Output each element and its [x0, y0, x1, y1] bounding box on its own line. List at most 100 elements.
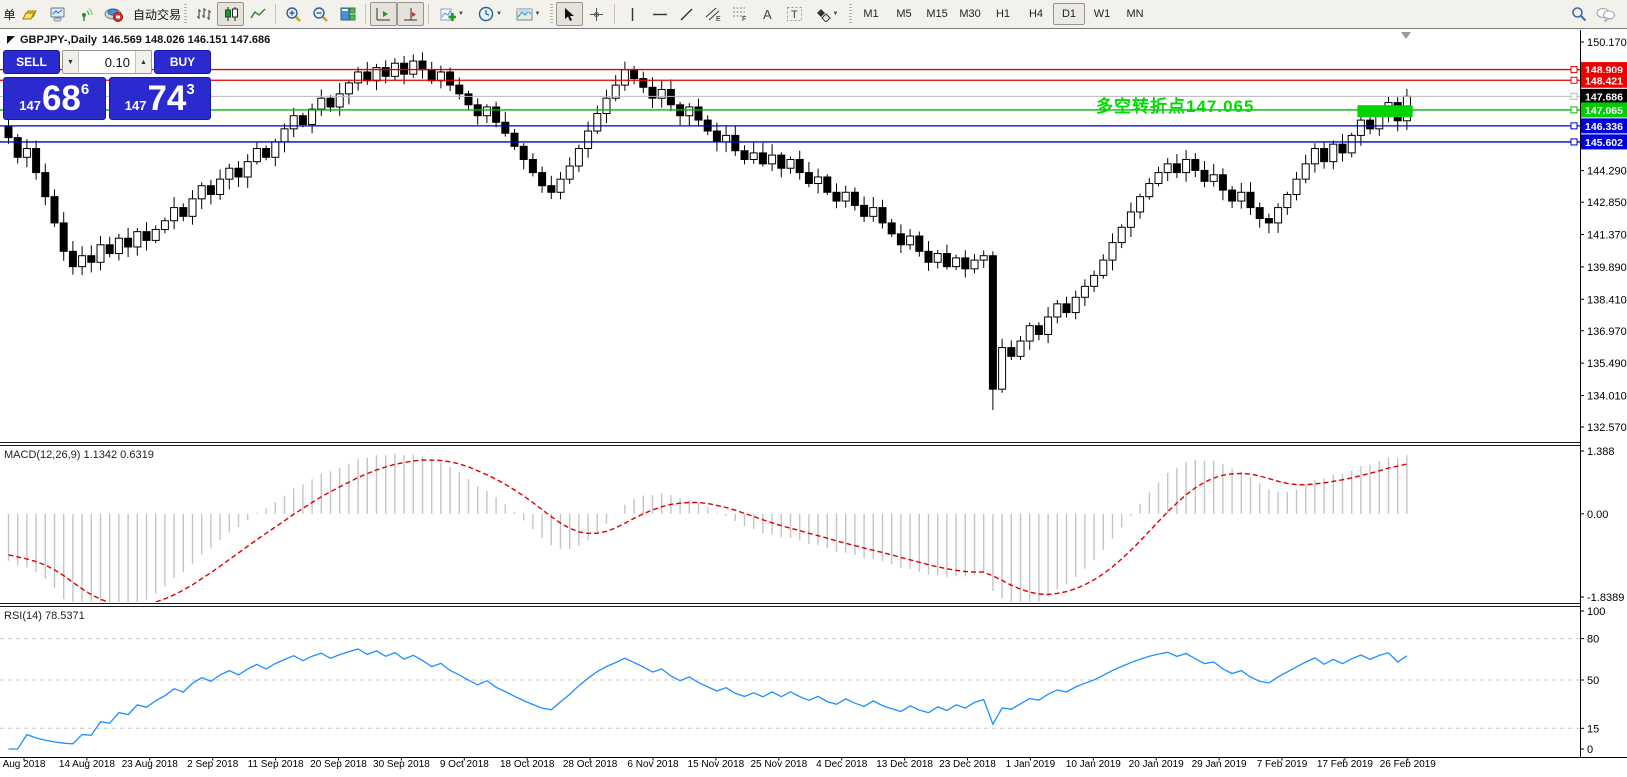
main-toolbar: 单 自动交易 ▼ ▼ ▼ E F A T ▼ M1 M5 M15 M30 H1 H4 D1 W…: [0, 0, 1627, 29]
toolbar-grip: [849, 4, 853, 24]
toolbar-separator: [275, 4, 277, 24]
date-label: 4 Dec 2018: [816, 759, 868, 770]
auto-scroll-button[interactable]: [370, 2, 398, 26]
zoom-in-button[interactable]: [280, 2, 307, 26]
level-anchor[interactable]: [1570, 122, 1578, 130]
auto-trading-button[interactable]: [98, 2, 130, 26]
text-icon: A: [763, 7, 772, 22]
date-label: 20 Jan 2019: [1129, 759, 1184, 770]
date-label: 15 Nov 2018: [688, 759, 745, 770]
buy-price-prefix: 147: [124, 98, 147, 113]
toolbar-grip: [550, 4, 554, 24]
tile-windows-button[interactable]: [334, 2, 361, 26]
timeframe-m5[interactable]: M5: [896, 8, 912, 20]
level-anchor[interactable]: [1570, 66, 1578, 74]
sell-price-quote[interactable]: 147 68 6: [3, 77, 106, 120]
chat-button[interactable]: [1592, 2, 1619, 26]
dropdown-arrow-icon: ▼: [832, 11, 839, 17]
date-label: 13 Dec 2018: [876, 759, 933, 770]
chart-shift-button[interactable]: [397, 2, 425, 26]
signal-button[interactable]: [71, 2, 98, 26]
text-label-button[interactable]: T: [781, 2, 808, 26]
level-anchor[interactable]: [1570, 92, 1578, 100]
auto-trading-label: 自动交易: [133, 7, 182, 22]
dropdown-arrow-icon: ▼: [534, 11, 541, 17]
new-order-button[interactable]: 单: [2, 2, 17, 26]
equidistant-channel-button[interactable]: E: [700, 2, 727, 26]
date-axis[interactable]: Aug 2018 14 Aug 2018 23 Aug 2018 2 Sep 2018…: [3, 757, 1437, 771]
chart-shift-icon: [404, 7, 418, 20]
pivot-annotation[interactable]: 多空转折点147.065: [1096, 97, 1255, 116]
horizontal-line-button[interactable]: [646, 2, 673, 26]
svg-text:0: 0: [1587, 744, 1593, 756]
timeframe-mn[interactable]: MN: [1126, 8, 1144, 20]
trendline-button[interactable]: [673, 2, 700, 26]
timeframe-bar: M1 M5 M15 M30 H1 H4 D1 W1 MN: [855, 3, 1151, 25]
timeframe-d1[interactable]: D1: [1053, 3, 1086, 25]
level-anchor[interactable]: [1570, 106, 1578, 114]
timeframe-w1[interactable]: W1: [1093, 8, 1111, 20]
timeframe-h1[interactable]: H1: [995, 8, 1011, 20]
svg-text:145.602: 145.602: [1585, 137, 1623, 149]
buy-price-main: 74: [147, 79, 187, 118]
horizontal-line-icon: [652, 13, 667, 15]
buy-price-quote[interactable]: 147 74 3: [108, 77, 211, 120]
volume-increase-button[interactable]: ▲: [135, 51, 151, 73]
volume-input[interactable]: [79, 51, 135, 73]
green-zone-rect[interactable]: [1357, 105, 1413, 118]
date-label: 7 Feb 2019: [1257, 759, 1308, 770]
sell-button[interactable]: SELL: [3, 50, 60, 74]
search-icon: [1571, 7, 1586, 22]
crosshair-icon: [590, 7, 604, 21]
svg-text:F: F: [742, 16, 746, 22]
candlestick-type-button[interactable]: [217, 2, 245, 26]
zoom-out-button[interactable]: [307, 2, 334, 26]
svg-text:138.410: 138.410: [1587, 294, 1627, 306]
timeframe-m15[interactable]: M15: [926, 8, 948, 20]
volume-decrease-button[interactable]: ▼: [63, 51, 79, 73]
indicators-button[interactable]: ▼: [433, 2, 471, 26]
gold-bar-button[interactable]: [17, 2, 44, 26]
periods-button[interactable]: ▼: [471, 2, 509, 26]
dropdown-arrow-icon: ▼: [458, 11, 464, 17]
crosshair-button[interactable]: [583, 2, 610, 26]
text-button[interactable]: A: [754, 2, 781, 26]
arrows-button[interactable]: ▼: [808, 2, 846, 26]
line-chart-type-button[interactable]: [244, 2, 271, 26]
signal-icon: [81, 7, 93, 21]
arrows-icon: [816, 8, 831, 22]
volume-stepper: ▼ ▲: [62, 50, 152, 74]
cursor-button[interactable]: [556, 2, 584, 26]
svg-text:-1.8389: -1.8389: [1587, 592, 1624, 604]
svg-text:136.970: 136.970: [1587, 326, 1627, 338]
date-label: 20 Sep 2018: [310, 759, 367, 770]
rsi-label: RSI(14) 78.5371: [4, 610, 85, 622]
level-anchor[interactable]: [1570, 76, 1578, 84]
chart-ohlc-values: 146.569 148.026 146.151 147.686: [102, 34, 271, 46]
price-axis[interactable]: 150.170 144.290 142.850 141.370 139.890 138.4…: [1580, 37, 1627, 756]
date-label: 9 Oct 2018: [440, 759, 489, 770]
chart-shift-marker[interactable]: [1401, 32, 1411, 39]
svg-text:15: 15: [1587, 723, 1599, 735]
date-label: 23 Aug 2018: [122, 759, 179, 770]
timeframe-m30[interactable]: M30: [959, 8, 981, 20]
templates-button[interactable]: ▼: [509, 2, 547, 26]
fibonacci-button[interactable]: F: [727, 2, 754, 26]
date-label: Aug 2018: [3, 759, 46, 770]
cursor-icon: [565, 7, 575, 21]
market-watch-button[interactable]: [44, 2, 71, 26]
level-anchor[interactable]: [1570, 138, 1578, 146]
buy-button[interactable]: BUY: [154, 50, 211, 74]
auto-scroll-icon: [376, 7, 391, 20]
vertical-line-button[interactable]: [619, 2, 646, 26]
toolbar-separator: [614, 4, 616, 24]
bar-chart-type-button[interactable]: [190, 2, 217, 26]
search-button[interactable]: [1565, 2, 1592, 26]
timeframe-h4[interactable]: H4: [1028, 8, 1044, 20]
sell-price-sup: 6: [80, 81, 90, 98]
timeframe-m1[interactable]: M1: [863, 8, 879, 20]
date-label: 30 Sep 2018: [373, 759, 430, 770]
candlestick-type-icon: [224, 7, 238, 21]
